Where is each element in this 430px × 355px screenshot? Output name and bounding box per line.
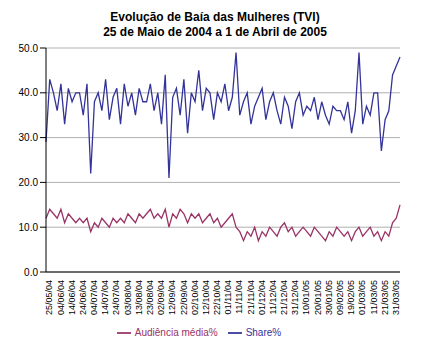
svg-text:20/01/05: 20/01/05 [313,280,323,315]
svg-text:20.0: 20.0 [19,177,39,188]
svg-text:11/12/04: 11/12/04 [268,280,278,314]
svg-text:14/07/04: 14/07/04 [100,280,110,315]
svg-text:31/12/04: 31/12/04 [290,280,300,315]
svg-text:11/03/05: 11/03/05 [369,280,379,314]
svg-text:12/10/04: 12/10/04 [201,280,211,315]
svg-text:31/03/05: 31/03/05 [391,280,401,315]
svg-text:01/03/05: 01/03/05 [357,280,367,315]
svg-text:12/09/04: 12/09/04 [167,280,177,315]
svg-text:0.0: 0.0 [24,267,38,278]
svg-text:11/11/04: 11/11/04 [234,280,244,314]
svg-text:25/05/04: 25/05/04 [44,280,54,315]
svg-text:30/01/05: 30/01/05 [324,280,334,315]
svg-text:21/03/05: 21/03/05 [380,280,390,315]
svg-text:22/09/04: 22/09/04 [179,280,189,315]
svg-text:09/02/05: 09/02/05 [335,280,345,315]
svg-text:21/12/04: 21/12/04 [279,280,289,315]
svg-text:50.0: 50.0 [19,43,39,54]
svg-text:23/08/04: 23/08/04 [145,280,155,315]
svg-text:10/01/05: 10/01/05 [302,280,312,315]
svg-text:04/06/04: 04/06/04 [56,280,66,315]
svg-text:40.0: 40.0 [19,87,39,98]
svg-text:01/12/04: 01/12/04 [257,280,267,315]
svg-text:02/09/04: 02/09/04 [156,280,166,315]
html-text:Audiência média%: Audiência média% [134,326,218,338]
svg-text:24/06/04: 24/06/04 [78,280,88,315]
svg-text:02/10/04: 02/10/04 [190,280,200,315]
svg-text:10.0: 10.0 [19,222,39,233]
svg-text:21/11/04: 21/11/04 [246,280,256,314]
html-text:25 de Maio de 2004 a 1 de Abri: 25 de Maio de 2004 a 1 de Abril de 2005 [103,25,327,39]
svg-text:22/10/04: 22/10/04 [212,280,222,315]
svg-text:04/07/04: 04/07/04 [89,280,99,315]
svg-text:19/02/05: 19/02/05 [346,280,356,315]
svg-text:24/07/04: 24/07/04 [111,280,121,315]
html-text:Share%: Share% [245,326,282,338]
svg-text:13/08/04: 13/08/04 [134,280,144,315]
svg-text:30.0: 30.0 [19,132,39,143]
svg-text:14/06/04: 14/06/04 [67,280,77,315]
svg-text:03/08/04: 03/08/04 [123,280,133,315]
html-text:Evolução de Baía das Mulheres: Evolução de Baía das Mulheres (TVI) [110,10,320,24]
svg-text:01/11/04: 01/11/04 [223,280,233,314]
